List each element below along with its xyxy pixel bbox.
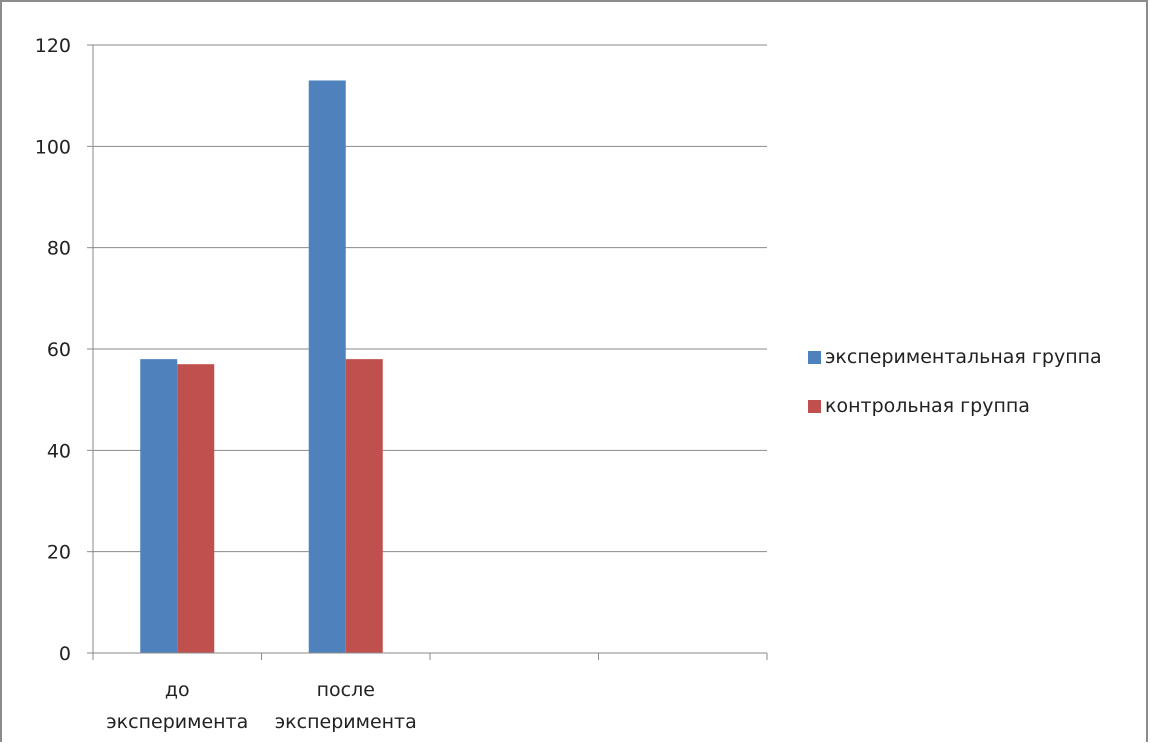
- y-tick-label: 0: [59, 643, 71, 665]
- legend: экспериментальная группа контрольная груп…: [808, 346, 1102, 417]
- y-tick-label: 100: [35, 136, 71, 158]
- y-tick-label: 80: [47, 238, 71, 260]
- bar-control-1: [345, 359, 383, 653]
- legend-label: экспериментальная группа: [825, 346, 1102, 368]
- bar-control-0: [177, 364, 215, 653]
- legend-label: контрольная группа: [825, 395, 1030, 417]
- bar-experimental-1: [308, 80, 346, 653]
- y-tick-label: 120: [35, 35, 71, 57]
- y-tick-label: 60: [47, 339, 71, 361]
- x-axis: до эксперимента после эксперимента: [92, 652, 768, 733]
- y-tick-label: 20: [47, 542, 71, 564]
- bar-experimental-0: [140, 359, 178, 653]
- bars: [140, 80, 383, 653]
- x-category-label: до: [165, 679, 190, 701]
- x-category-label: эксперимента: [275, 711, 417, 733]
- legend-swatch: [808, 400, 821, 413]
- y-tick-label: 40: [47, 440, 71, 462]
- x-category-label: после: [317, 679, 375, 701]
- x-category-label: эксперимента: [106, 711, 248, 733]
- legend-swatch: [808, 351, 821, 364]
- y-axis: 0 20 40 60 80 100 120: [35, 35, 94, 665]
